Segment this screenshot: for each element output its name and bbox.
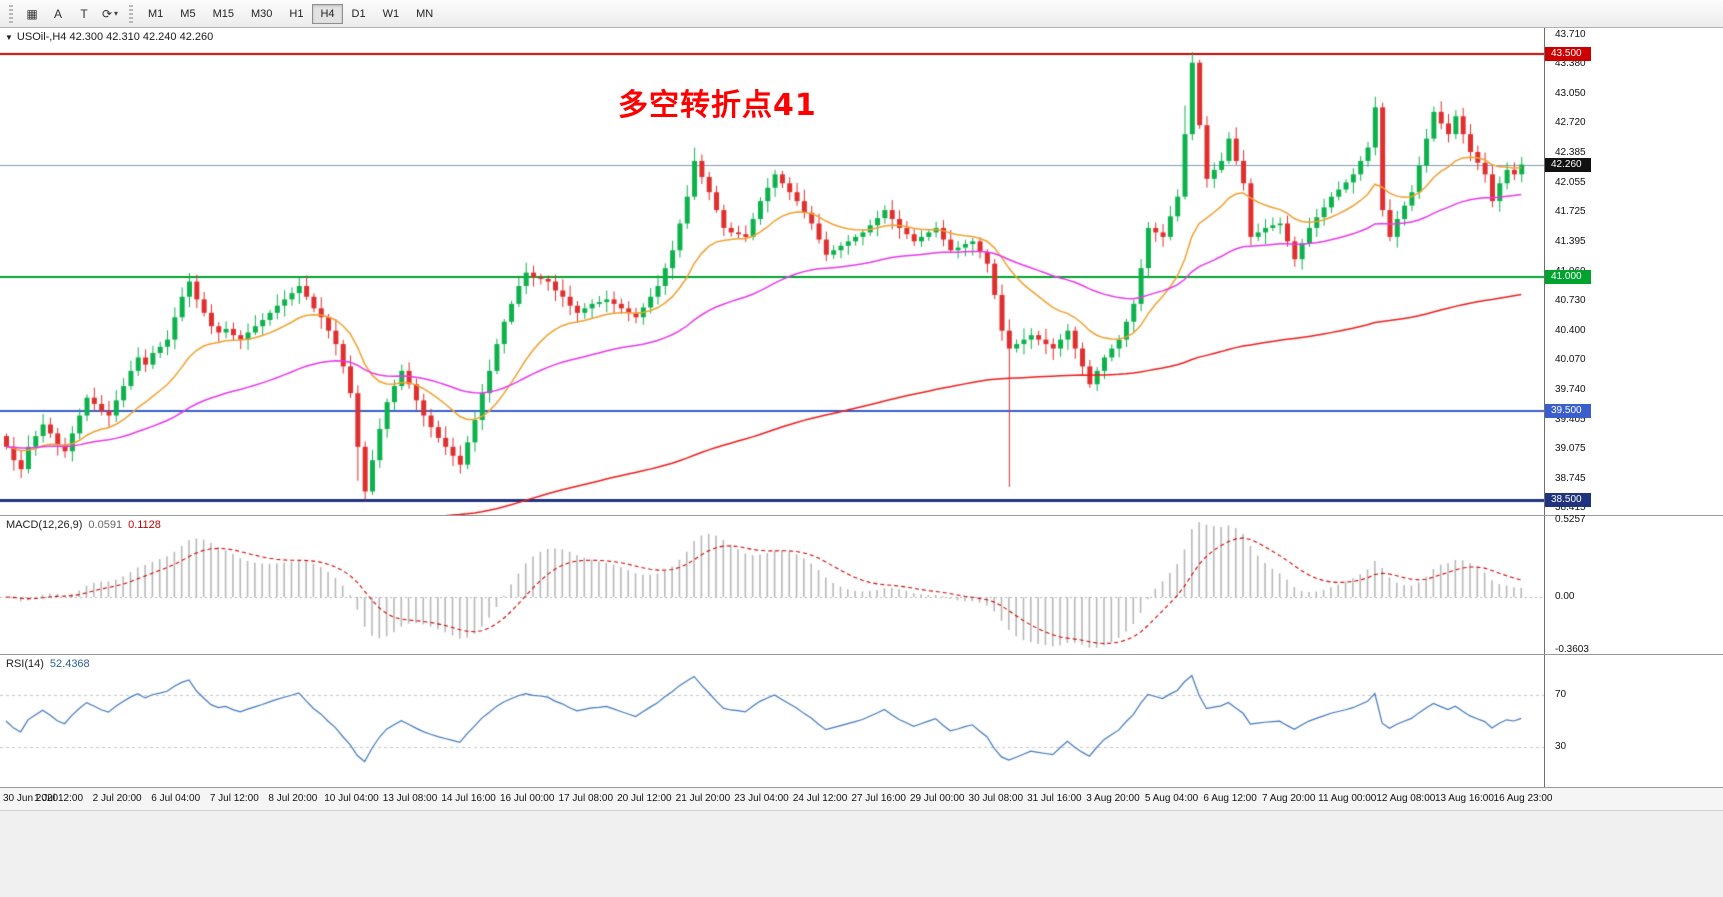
price-tick: 38.415 (1555, 502, 1586, 513)
price-tick: 43.380 (1555, 58, 1586, 70)
candlestick-canvas[interactable] (0, 28, 1544, 515)
toolbar-grip-2[interactable] (129, 4, 133, 23)
time-label: 27 Jul 16:00 (851, 793, 906, 804)
rsi-canvas[interactable] (0, 655, 1544, 787)
price-tick: 42.055 (1555, 176, 1586, 188)
panel-separator[interactable] (0, 515, 1723, 516)
macd-axis: 0.5257 0.00 -0.3603 (1544, 514, 1723, 655)
timeframe-button-h4[interactable]: H4 (312, 3, 343, 24)
timeframe-button-mn[interactable]: MN (408, 4, 441, 24)
time-label: 31 Jul 16:00 (1027, 793, 1082, 804)
time-label: 30 Jun 2020 (3, 793, 59, 804)
macd-name: MACD(12,26,9) (6, 519, 83, 531)
main-chart-panel: ▼ USOil-,H4 42.300 42.310 42.240 42.260 … (0, 28, 1723, 515)
chart-title[interactable]: ▼ USOil-,H4 42.300 42.310 42.240 42.260 (5, 31, 213, 43)
cycle-icon: ⟳ (101, 6, 113, 21)
time-label: 6 Jul 04:00 (151, 793, 201, 804)
chart-window: ▼ USOil-,H4 42.300 42.310 42.240 42.260 … (0, 28, 1723, 810)
rsi-axis: 70 30 (1544, 655, 1723, 787)
price-tick: 42.720 (1555, 117, 1586, 129)
time-label: 23 Jul 04:00 (734, 793, 789, 804)
timeframe-button-m1[interactable]: M1 (140, 4, 171, 24)
price-level-badge: 43.500 (1545, 46, 1591, 61)
panel-separator[interactable] (0, 654, 1723, 655)
chart-title-text: USOil-,H4 42.300 42.310 42.240 42.260 (16, 31, 214, 43)
macd-panel: MACD(12,26,9) 0.0591 0.1128 0.5257 0.00 -0… (0, 514, 1723, 655)
time-label: 2 Jul 20:00 (92, 793, 142, 804)
price-tick: 39.405 (1555, 413, 1586, 425)
price-tick: 38.745 (1555, 472, 1586, 484)
text-label-tool-button[interactable]: A (46, 3, 70, 25)
charts-grid-button[interactable]: ▦ (20, 3, 44, 25)
macd-value: 0.0591 (88, 519, 123, 531)
toolbar-grip[interactable] (9, 4, 13, 23)
price-tick: 39.740 (1555, 383, 1586, 395)
caret-down-icon: ▾ (114, 9, 119, 18)
price-tick: 43.710 (1555, 29, 1586, 40)
price-tick: 41.395 (1555, 235, 1586, 247)
time-label: 13 Jul 08:00 (382, 793, 438, 804)
timeframe-button-m5[interactable]: M5 (172, 4, 203, 24)
timeframe-button-m30[interactable]: M30 (243, 4, 280, 24)
text-tool-button[interactable]: T (72, 3, 96, 25)
macd-canvas[interactable] (0, 516, 1544, 654)
time-label: 6 Aug 12:00 (1203, 793, 1257, 804)
timeframe-button-w1[interactable]: W1 (375, 4, 408, 24)
rsi-value: 52.4368 (49, 658, 90, 670)
price-axis: 43.710 43.380 43.050 42.720 42.385 42.055 41.7… (1544, 28, 1723, 515)
price-tick: 40.730 (1555, 295, 1586, 307)
price-tick: 40.400 (1555, 324, 1586, 336)
time-label: 21 Jul 20:00 (675, 793, 731, 804)
autoscroll-button[interactable]: ⟳ ▾ (98, 3, 122, 25)
time-label: 13 Aug 16:00 (1434, 793, 1494, 804)
time-label: 5 Aug 04:00 (1144, 793, 1199, 804)
price-tick: 39.075 (1555, 443, 1586, 455)
time-label: 30 Jul 08:00 (968, 793, 1024, 804)
time-label: 12 Aug 08:00 (1376, 793, 1436, 804)
time-label: 11 Aug 00:00 (1318, 793, 1377, 804)
rsi-panel: RSI(14) 52.4368 70 30 (0, 655, 1723, 787)
time-label: 7 Jul 12:00 (209, 793, 259, 804)
current-price-badge: 42.260 (1545, 157, 1591, 172)
macd-signal-value: 0.1128 (128, 519, 161, 531)
timeframe-group: M1 M5 M15 M30 H1 H4 D1 W1 MN (140, 3, 441, 24)
time-label: 29 Jul 00:00 (909, 793, 965, 804)
price-tick: 42.385 (1555, 147, 1586, 159)
time-label: 24 Jul 12:00 (792, 793, 848, 804)
macd-label: MACD(12,26,9) 0.0591 0.1128 (6, 519, 161, 531)
rsi-axis-label: 70 (1555, 688, 1567, 700)
toolbar: ▦ A T ⟳ ▾ M1 M5 M15 M30 H1 H4 D1 W1 MN (0, 0, 1723, 28)
price-tick: 43.050 (1555, 87, 1586, 99)
price-tick: 41.725 (1555, 206, 1586, 218)
dropdown-icon[interactable]: ▼ (5, 32, 13, 42)
timeframe-button-h1[interactable]: H1 (281, 4, 311, 24)
bottom-empty-area (0, 810, 1723, 897)
time-label: 7 Aug 20:00 (1261, 793, 1316, 804)
time-label: 8 Jul 20:00 (268, 793, 318, 804)
price-level-badge: 39.500 (1545, 404, 1591, 419)
time-label: 16 Aug 23:00 (1493, 793, 1553, 804)
time-label: 14 Jul 16:00 (441, 793, 496, 804)
rsi-label: RSI(14) 52.4368 (6, 658, 90, 670)
time-label: 17 Jul 08:00 (558, 793, 614, 804)
rsi-axis-label: 30 (1555, 741, 1567, 753)
macd-axis-label: 0.00 (1555, 591, 1575, 603)
price-tick: 40.070 (1555, 354, 1586, 366)
time-label: 20 Jul 12:00 (617, 793, 672, 804)
macd-axis-label: -0.3603 (1555, 643, 1589, 655)
macd-axis-label: 0.5257 (1555, 514, 1586, 526)
timeframe-button-m15[interactable]: M15 (205, 4, 242, 24)
time-label: 1 Jul 12:00 (34, 793, 84, 804)
time-label: 10 Jul 04:00 (324, 793, 379, 804)
time-axis[interactable]: 30 Jun 2020 1 Jul 12:00 2 Jul 20:00 6 Jul 0… (0, 787, 1723, 810)
time-label: 3 Aug 20:00 (1086, 793, 1140, 804)
rsi-name: RSI(14) (6, 658, 44, 670)
price-level-badge: 38.500 (1545, 493, 1591, 508)
price-level-badge: 41.000 (1545, 270, 1591, 285)
time-label: 16 Jul 00:00 (499, 793, 555, 804)
annotation-text: 多空转折点41 (618, 88, 817, 123)
timeframe-button-d1[interactable]: D1 (344, 4, 374, 24)
